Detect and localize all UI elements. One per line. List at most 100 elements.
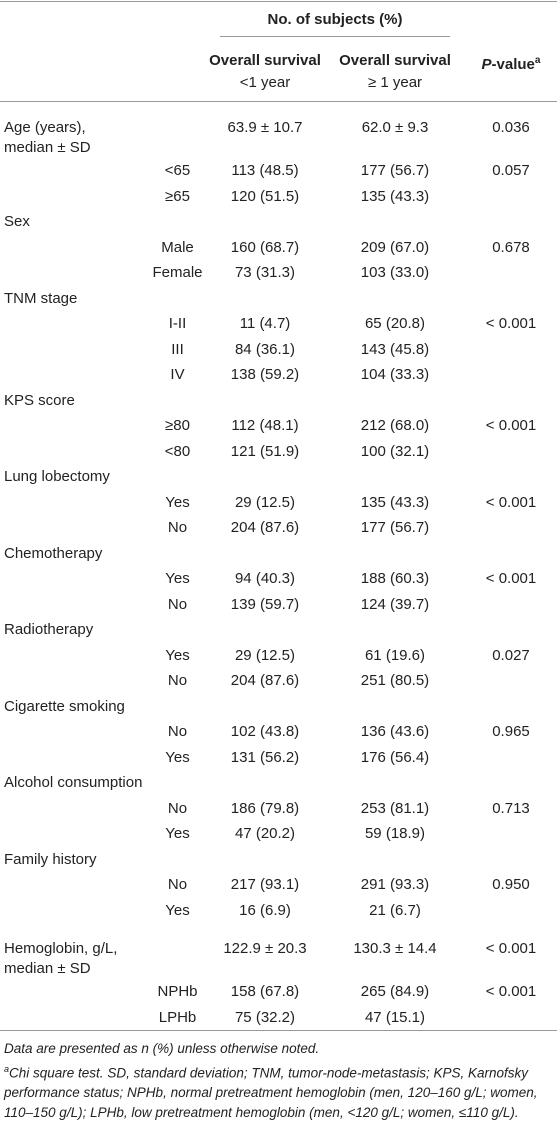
cell (465, 821, 557, 847)
sub-label: Yes (165, 646, 190, 664)
footnotes: Data are presented as n (%) unless other… (0, 1031, 557, 1124)
row-label-line: Hemoglobin, g/L, (4, 940, 118, 957)
table-row: I-II 11 (4.7) 65 (20.8) < 0.001 (0, 311, 557, 337)
row-label: Sex (0, 209, 150, 235)
footnote-mark: a (4, 1063, 10, 1074)
cell (205, 286, 325, 312)
cell (150, 847, 205, 873)
row-label: TNM stage (0, 286, 150, 312)
cell: 103 (33.0) (360, 264, 430, 281)
cell: 265 (84.9) (360, 983, 430, 1000)
cell (325, 286, 465, 312)
p-header: P (481, 55, 492, 73)
table-row: No 186 (79.8) 253 (81.1) 0.713 (0, 796, 557, 822)
cell: 124 (39.7) (360, 595, 430, 613)
cell: 75 (32.2) (205, 1004, 325, 1031)
table-row: No 139 (59.7) 124 (39.7) (0, 592, 557, 618)
table-row: No 204 (87.6) 177 (56.7) (0, 515, 557, 541)
cell (150, 464, 205, 490)
sub-label: Yes (165, 570, 190, 587)
cell (465, 464, 557, 490)
sub-label: Yes (165, 493, 190, 511)
p-header: -value (491, 55, 535, 73)
sub-label: Yes (165, 901, 190, 919)
row-label (0, 872, 150, 898)
footnote: Data are presented as n (%) unless other… (4, 1040, 320, 1056)
cell (465, 668, 557, 694)
cell: 61 (19.6) (364, 646, 426, 664)
cell: 138 (59.2) (230, 366, 300, 383)
row-label (0, 796, 150, 822)
cell: 65 (20.8) (364, 315, 426, 332)
cell: 62.0 ± 9.3 (361, 119, 429, 136)
cell: 176 (56.4) (360, 748, 430, 766)
row-label: Radiotherapy (0, 617, 150, 643)
table-row: NPHb 158 (67.8) 265 (84.9) < 0.001 (0, 979, 557, 1005)
row-label (0, 979, 150, 1005)
sub-label: NPHb (157, 983, 198, 1000)
cell (465, 694, 557, 720)
sub-label: No (167, 723, 188, 740)
cell: 121 (51.9) (230, 442, 300, 460)
row-label (0, 184, 150, 210)
row-label (0, 235, 150, 261)
cell (465, 592, 557, 618)
cell: 135 (43.3) (360, 493, 430, 511)
table-row: No 204 (87.6) 251 (80.5) (0, 668, 557, 694)
cell (150, 286, 205, 312)
cell: 94 (40.3) (234, 570, 296, 587)
table-row: No 102 (43.8) 136 (43.6) 0.965 (0, 719, 557, 745)
cell: 122.9 ± 20.3 (223, 940, 307, 957)
table-row: Age (years), median ± SD 63.9 ± 10.7 62.0 ±… (0, 102, 557, 159)
cell: 100 (32.1) (360, 442, 430, 460)
cell (465, 209, 557, 235)
cell: < 0.001 (485, 315, 537, 332)
sub-label: <80 (164, 442, 191, 460)
sub-label: No (167, 876, 188, 893)
footnote: aChi square test. SD, standard deviation… (4, 1059, 553, 1124)
table-row: Chemotherapy (0, 541, 557, 567)
table-row: No 217 (93.1) 291 (93.3) 0.950 (0, 872, 557, 898)
row-label (0, 592, 150, 618)
cell: 0.027 (492, 646, 530, 664)
table-row: III 84 (36.1) 143 (45.8) (0, 337, 557, 363)
cell (465, 617, 557, 643)
row-label (0, 413, 150, 439)
sub-label: ≥65 (165, 187, 190, 205)
cell: 209 (67.0) (360, 238, 430, 256)
table-row: Yes 131 (56.2) 176 (56.4) (0, 745, 557, 771)
cell: 217 (93.1) (230, 876, 300, 893)
cell (325, 464, 465, 490)
cell: 0.965 (492, 723, 530, 740)
cell: 104 (33.3) (360, 366, 430, 383)
cell: 160 (68.7) (230, 238, 300, 256)
cell: 188 (60.3) (360, 570, 430, 587)
table-row: Cigarette smoking (0, 694, 557, 720)
cell: < 0.001 (485, 940, 537, 957)
table-row: Alcohol consumption (0, 770, 557, 796)
cell (150, 694, 205, 720)
table-row: ≥65 120 (51.5) 135 (43.3) (0, 184, 557, 210)
cell (465, 388, 557, 414)
row-label (0, 566, 150, 592)
cell (325, 388, 465, 414)
row-label (0, 337, 150, 363)
row-label (0, 719, 150, 745)
table-row: Yes 94 (40.3) 188 (60.3) < 0.001 (0, 566, 557, 592)
cell: 291 (93.3) (360, 876, 430, 893)
table-row: Female 73 (31.3) 103 (33.0) (0, 260, 557, 286)
row-label (0, 439, 150, 465)
cell (465, 286, 557, 312)
cell: < 0.001 (485, 493, 537, 511)
row-label (0, 898, 150, 924)
col-header: <1 year (239, 73, 291, 91)
col-header: ≥ 1 year (367, 73, 423, 91)
cell (325, 541, 465, 567)
row-label (0, 515, 150, 541)
cell (150, 770, 205, 796)
cell (465, 260, 557, 286)
sub-label: III (171, 340, 184, 358)
group-header: No. of subjects (%) (220, 11, 450, 37)
row-label (0, 1004, 150, 1031)
cell: 251 (80.5) (360, 672, 430, 689)
